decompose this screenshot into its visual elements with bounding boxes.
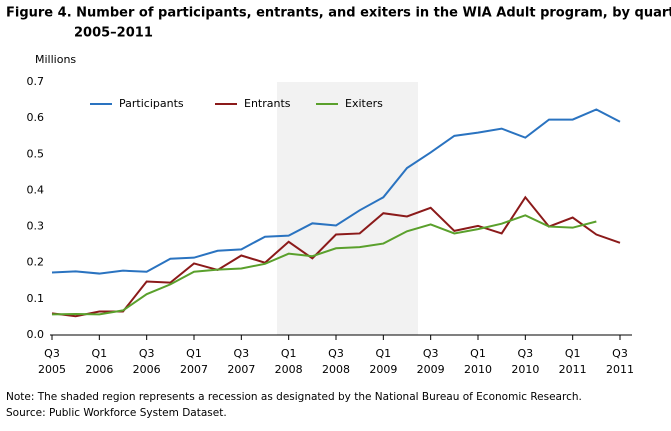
x-tick-label: Q3 (44, 347, 60, 360)
x-tick-label: Q3 (612, 347, 628, 360)
x-tick-label: 2007 (227, 363, 255, 376)
x-tick-label: Q3 (328, 347, 344, 360)
y-tick-label: 0.7 (27, 75, 45, 88)
x-tick-label: Q1 (281, 347, 297, 360)
x-tick-label: 2011 (559, 363, 587, 376)
x-tick-label: 2006 (85, 363, 113, 376)
legend-label: Participants (119, 97, 184, 110)
recession-shade (277, 82, 418, 335)
x-tick-label: Q3 (517, 347, 533, 360)
x-tick-label: 2005 (38, 363, 66, 376)
y-tick-label: 0.3 (27, 220, 45, 233)
y-tick-label: 0.0 (27, 328, 45, 341)
legend-label: Exiters (345, 97, 383, 110)
x-tick-label: 2009 (369, 363, 397, 376)
x-tick-label: Q1 (91, 347, 107, 360)
series-line (51, 108, 621, 275)
note: Note: The shaded region represents a rec… (6, 391, 582, 403)
x-tick-label: 2006 (133, 363, 161, 376)
x-tick-label: Q1 (565, 347, 581, 360)
x-tick-label: 2007 (180, 363, 208, 376)
y-tick-label: 0.5 (27, 147, 45, 160)
y-axis-label: Millions (35, 53, 76, 66)
x-tick-label: 2010 (511, 363, 539, 376)
x-tick-label: Q3 (139, 347, 155, 360)
x-tick-label: 2010 (464, 363, 492, 376)
x-tick-label: 2008 (275, 363, 303, 376)
chart-title: 2005–2011 (74, 26, 153, 41)
y-tick-label: 0.4 (27, 183, 45, 196)
legend-label: Entrants (244, 97, 291, 110)
chart-title: Figure 4. Number of participants, entran… (6, 6, 671, 21)
x-tick-label: 2011 (606, 363, 634, 376)
note: Source: Public Workforce System Dataset. (6, 407, 227, 419)
y-tick-label: 0.1 (27, 292, 45, 305)
x-tick-label: Q3 (423, 347, 439, 360)
x-tick-label: 2009 (417, 363, 445, 376)
y-tick-label: 0.6 (27, 111, 45, 124)
x-tick-label: Q1 (470, 347, 486, 360)
y-tick-label: 0.2 (27, 256, 45, 269)
series-line (51, 214, 597, 316)
x-tick-label: Q1 (375, 347, 391, 360)
x-tick-label: Q1 (186, 347, 202, 360)
x-tick-label: 2008 (322, 363, 350, 376)
series-line (51, 195, 621, 318)
x-tick-label: Q3 (233, 347, 249, 360)
